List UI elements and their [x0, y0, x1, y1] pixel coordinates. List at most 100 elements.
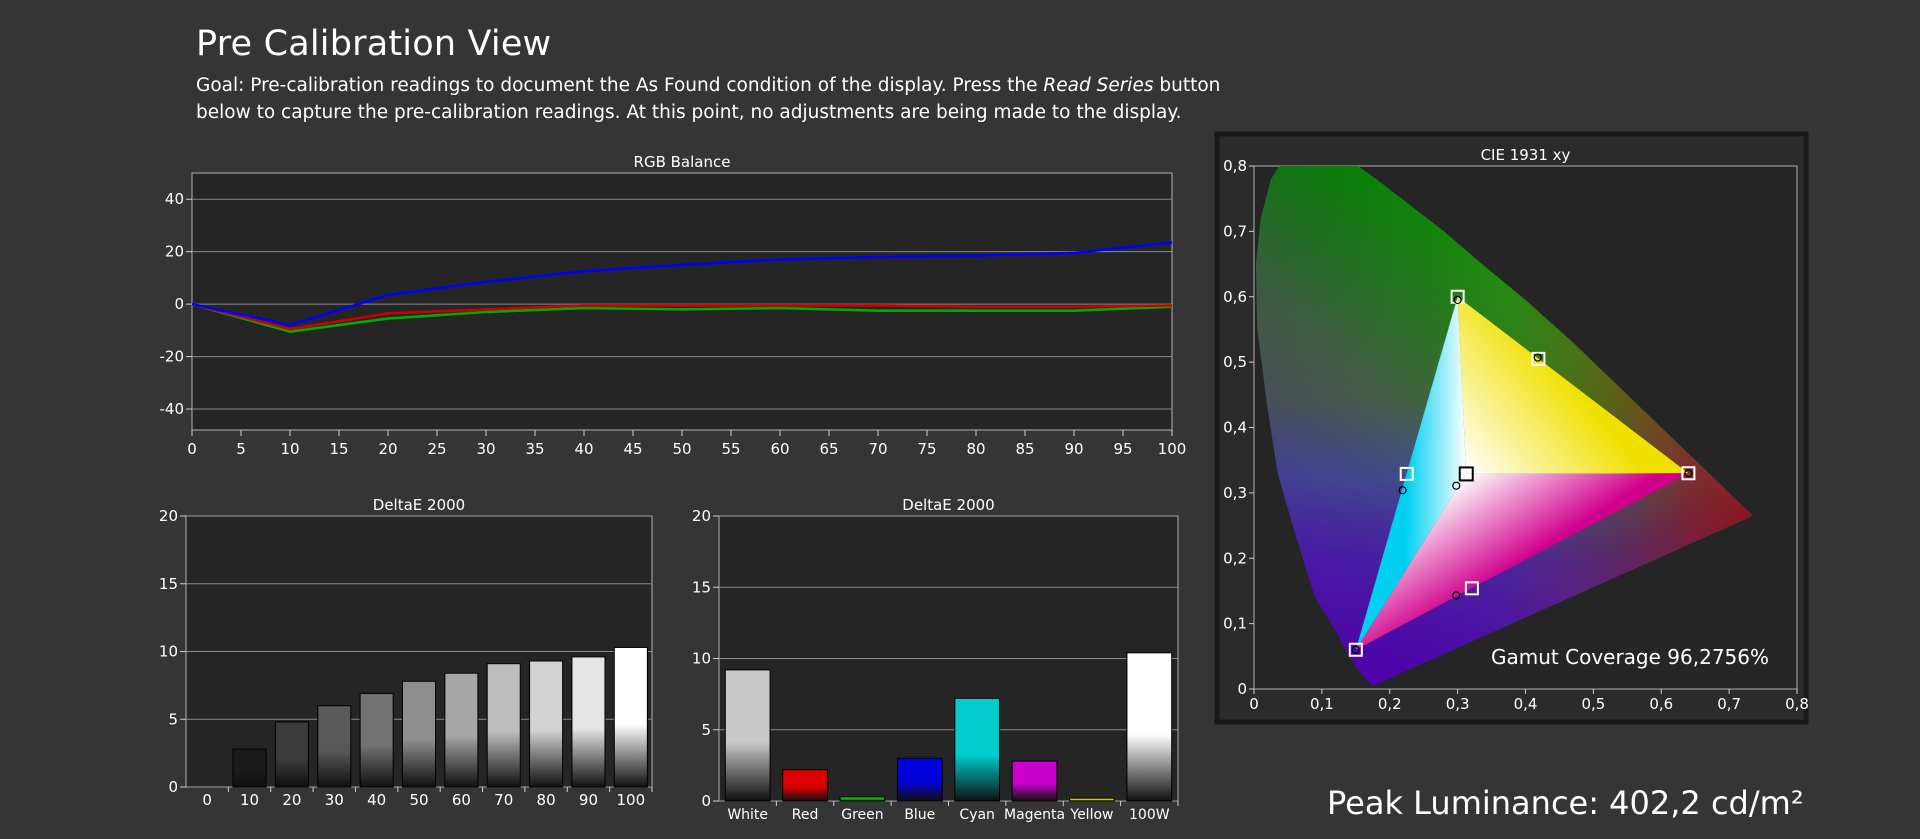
cie-chart-title: CIE 1931 xy	[1481, 146, 1571, 164]
gray-xtick-label: 0	[202, 791, 212, 809]
cie-target-square	[1399, 466, 1414, 481]
gray-ytick-label: 5	[168, 710, 178, 728]
gray-bar	[274, 721, 309, 788]
rgb-xtick-label: 100	[1158, 440, 1187, 458]
gray-ytick-label: 15	[159, 575, 178, 593]
gray-xtick-label: 60	[452, 791, 471, 809]
color-ytick-label: 10	[692, 650, 711, 668]
gamut-coverage-label: Gamut Coverage 96,2756%	[1491, 645, 1769, 669]
rgb-xtick-label: 80	[966, 440, 985, 458]
gray-ytick-label: 0	[168, 778, 178, 796]
gray-bar	[486, 663, 521, 788]
rgb-ytick-label: 40	[165, 190, 184, 208]
cie-ytick-label: 0,2	[1223, 549, 1247, 567]
gray-bar	[401, 680, 437, 788]
color-bar	[782, 769, 828, 802]
rgb-xtick-label: 35	[525, 440, 544, 458]
cie-xtick-label: 0,1	[1310, 695, 1334, 713]
cie-xtick-label: 0,8	[1785, 695, 1809, 713]
cie-fill-vertical	[1256, 166, 1753, 686]
gray-bar	[571, 656, 606, 788]
rgb-xtick-label: 95	[1113, 440, 1132, 458]
color-bar	[724, 669, 771, 802]
cie-target-square	[1464, 581, 1479, 596]
color-xtick-label: Yellow	[1069, 807, 1113, 823]
rgb-xtick-label: 0	[187, 440, 197, 458]
cie-measured-point	[1533, 353, 1542, 362]
cie-xtick-label: 0,7	[1717, 695, 1741, 713]
color-bar	[1011, 760, 1058, 802]
cie-fill-purple	[1256, 166, 1753, 686]
cie-xtick-label: 0,2	[1378, 695, 1402, 713]
rgb-xtick-label: 20	[378, 440, 397, 458]
gray-bar	[444, 672, 479, 788]
gray-bar	[359, 693, 394, 788]
color-xtick-label: Cyan	[959, 807, 995, 823]
rgb-xtick-label: 10	[280, 440, 299, 458]
cie-gamut-sector	[1355, 473, 1689, 650]
cie-measured-point	[1351, 645, 1360, 654]
color-bar	[1069, 797, 1115, 802]
rgb-xtick-label: 5	[236, 440, 246, 458]
gray-xtick-label: 100	[616, 791, 645, 809]
gray-xtick-label: 20	[282, 791, 301, 809]
gamut-coverage-box	[1476, 643, 1784, 671]
color-ytick-label: 0	[701, 792, 711, 810]
color-xtick-label: Red	[792, 807, 819, 823]
read-series-emphasis: Read Series	[1043, 75, 1154, 96]
rgb-xtick-label: 25	[427, 440, 446, 458]
rgb-xtick-label: 30	[476, 440, 495, 458]
rgb-xtick-label: 55	[721, 440, 740, 458]
gray-xtick-label: 90	[579, 791, 598, 809]
color-ytick-label: 5	[701, 721, 711, 739]
color-bar	[954, 697, 1001, 802]
rgb-ytick-label: -20	[160, 348, 185, 366]
gray-ytick-label: 20	[159, 507, 178, 525]
gray-chart-title: DeltaE 2000	[373, 496, 465, 514]
rgb-ytick-label: 0	[174, 295, 184, 313]
rgb-xtick-label: 40	[574, 440, 593, 458]
gray-xtick-label: 40	[367, 791, 386, 809]
rgb-chart-title: RGB Balance	[634, 153, 731, 171]
cie-xtick-label: 0,6	[1649, 695, 1673, 713]
cie-xtick-label: 0,5	[1581, 695, 1605, 713]
color-plot-area	[718, 515, 1179, 802]
color-bar	[839, 796, 886, 802]
rgb-series-line	[191, 302, 1173, 331]
rgb-xtick-label: 45	[623, 440, 642, 458]
color-xtick-label: Blue	[904, 807, 935, 823]
cie-measured-point	[1398, 486, 1407, 495]
cie-target-square	[1681, 466, 1696, 481]
rgb-xtick-label: 70	[868, 440, 887, 458]
gray-xtick-label: 50	[409, 791, 428, 809]
rgb-plot-area	[191, 172, 1173, 431]
cie-measured-point	[1453, 295, 1462, 305]
gray-xtick-label: 80	[537, 791, 556, 809]
page-title: Pre Calibration View	[196, 24, 552, 64]
rgb-xtick-label: 50	[672, 440, 691, 458]
goal-text: Goal: Pre-calibration readings to docume…	[196, 72, 1276, 126]
cie-measured-point	[1452, 591, 1461, 600]
rgb-xtick-label: 15	[329, 440, 348, 458]
gray-bar	[232, 748, 267, 788]
cie-ytick-label: 0,5	[1223, 353, 1247, 371]
goal-suffix: button below to capture the pre-calibrat…	[196, 75, 1221, 123]
rgb-xtick-label: 65	[819, 440, 838, 458]
gray-xtick-label: 10	[240, 791, 259, 809]
color-chart-title: DeltaE 2000	[902, 496, 994, 514]
color-xtick-label: Green	[841, 807, 883, 823]
rgb-ytick-label: -40	[160, 400, 185, 418]
cie-measured-point	[1452, 481, 1461, 490]
cie-ytick-label: 0,6	[1223, 288, 1247, 306]
cie-measured-point	[1684, 469, 1693, 478]
cie-ytick-label: 0,1	[1223, 615, 1247, 633]
cie-xtick-label: 0	[1249, 695, 1259, 713]
rgb-ytick-label: 20	[165, 243, 184, 261]
gray-bar	[529, 660, 564, 788]
rgb-xtick-label: 60	[770, 440, 789, 458]
cie-ytick-label: 0	[1237, 680, 1247, 698]
cie-ytick-label: 0,8	[1223, 157, 1247, 175]
cie-gamut-sector	[1355, 296, 1467, 650]
cie-plot-area	[1253, 165, 1798, 690]
cie-target-square	[1531, 351, 1546, 366]
